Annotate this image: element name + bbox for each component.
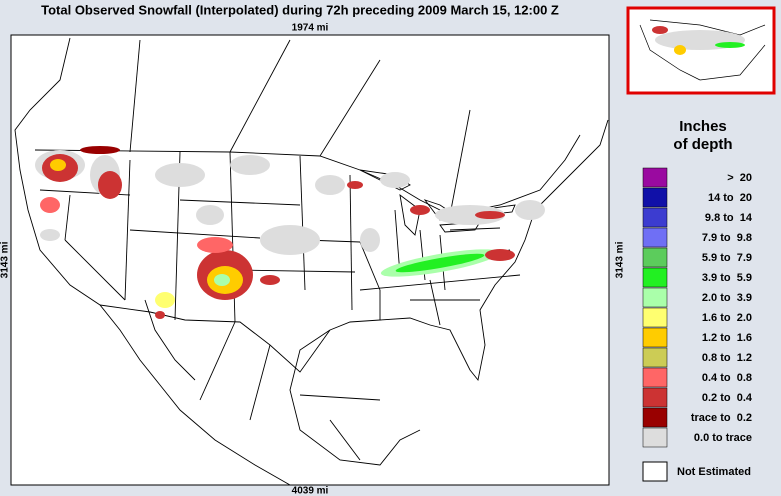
legend-swatch bbox=[642, 387, 668, 408]
map bbox=[10, 34, 610, 486]
canada-border bbox=[34, 134, 581, 216]
legend-label: 1.2 to 1.6 bbox=[702, 332, 752, 344]
legend: Inches of depth > 20 14 to 20 9.8 to 14 7.9… bbox=[642, 118, 753, 482]
legend-swatch bbox=[642, 367, 668, 388]
legend-label: 3.9 to 5.9 bbox=[702, 272, 752, 284]
legend-swatch bbox=[642, 307, 668, 328]
legend-swatch bbox=[642, 287, 668, 308]
legend-label: trace to 0.2 bbox=[691, 412, 752, 424]
legend-swatch bbox=[642, 247, 668, 268]
legend-swatch bbox=[642, 327, 668, 348]
legend-swatch bbox=[642, 461, 668, 482]
inset-snow bbox=[674, 45, 686, 55]
legend-label: 9.8 to 14 bbox=[705, 212, 753, 224]
legend-title: Inches bbox=[679, 118, 727, 135]
legend-swatch bbox=[642, 187, 668, 208]
legend-label: 0.4 to 0.8 bbox=[702, 372, 752, 384]
legend-swatch bbox=[642, 407, 668, 428]
legend-swatch bbox=[642, 207, 668, 228]
left-scale: 3143 mi bbox=[0, 241, 11, 278]
legend-label: 0.0 to trace bbox=[694, 432, 752, 444]
legend-title: of depth bbox=[673, 136, 732, 153]
inset-outline bbox=[639, 19, 766, 81]
legend-swatch bbox=[642, 167, 668, 188]
inset-frame bbox=[626, 6, 776, 95]
legend-label: > 20 bbox=[727, 172, 752, 184]
legend-swatch bbox=[642, 267, 668, 288]
legend-label: 14 to 20 bbox=[708, 192, 752, 204]
legend-label: 1.6 to 2.0 bbox=[702, 312, 752, 324]
right-scale: 3143 mi bbox=[615, 241, 626, 278]
legend-label: 0.2 to 0.4 bbox=[702, 392, 753, 404]
inset-snow bbox=[715, 42, 745, 48]
top-scale: 1974 mi bbox=[292, 23, 329, 34]
inset-snow bbox=[652, 26, 668, 34]
map-frame bbox=[10, 34, 610, 486]
legend-label: 5.9 to 7.9 bbox=[702, 252, 752, 264]
legend-swatch bbox=[642, 347, 668, 368]
title: Total Observed Snowfall (Interpolated) d… bbox=[41, 2, 559, 17]
legend-swatch bbox=[642, 427, 668, 448]
snow-areas bbox=[35, 146, 545, 319]
legend-label: 2.0 to 3.9 bbox=[702, 292, 752, 304]
coastline bbox=[14, 37, 609, 486]
legend-label: 7.9 to 9.8 bbox=[702, 232, 752, 244]
legend-swatch bbox=[642, 227, 668, 248]
legend-label: 0.8 to 1.2 bbox=[702, 352, 752, 364]
legend-label: Not Estimated bbox=[677, 466, 751, 478]
inset bbox=[626, 6, 776, 95]
bottom-scale: 4039 mi bbox=[292, 486, 329, 496]
mexico-border bbox=[99, 304, 331, 373]
